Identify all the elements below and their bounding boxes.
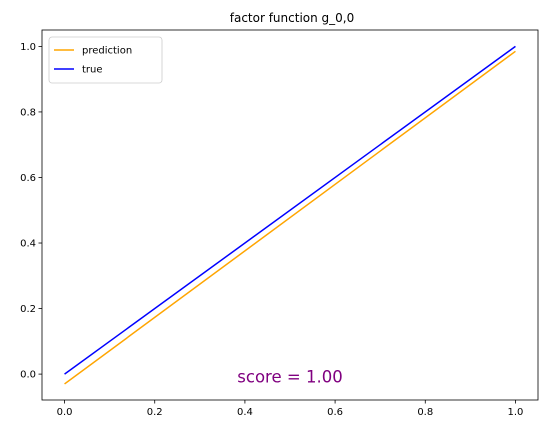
x-tick-label: 0.0 bbox=[57, 407, 73, 418]
legend: prediction true bbox=[48, 36, 163, 84]
legend-label: true bbox=[82, 65, 103, 76]
y-tick-label: 0.8 bbox=[20, 107, 36, 118]
x-tick-label: 0.4 bbox=[237, 407, 253, 418]
x-tick-label: 0.2 bbox=[147, 407, 163, 418]
legend-box bbox=[48, 36, 163, 84]
series-line-true bbox=[64, 45, 516, 375]
y-tick-label: 0.4 bbox=[20, 239, 36, 250]
score-annotation: score = 1.00 bbox=[237, 367, 342, 386]
axes-frame bbox=[41, 29, 539, 401]
x-tick-label: 0.6 bbox=[327, 407, 343, 418]
chart-title: factor function g_0,0 bbox=[230, 11, 355, 25]
y-tick-label: 0.2 bbox=[20, 304, 36, 315]
legend-label: prediction bbox=[82, 46, 132, 57]
x-tick-label: 1.0 bbox=[508, 407, 524, 418]
y-tick-label: 0.6 bbox=[20, 173, 36, 184]
x-tick-label: 0.8 bbox=[417, 407, 433, 418]
series-line-prediction bbox=[64, 50, 516, 385]
y-tick-label: 0.0 bbox=[20, 370, 36, 381]
y-tick-label: 1.0 bbox=[20, 42, 36, 53]
